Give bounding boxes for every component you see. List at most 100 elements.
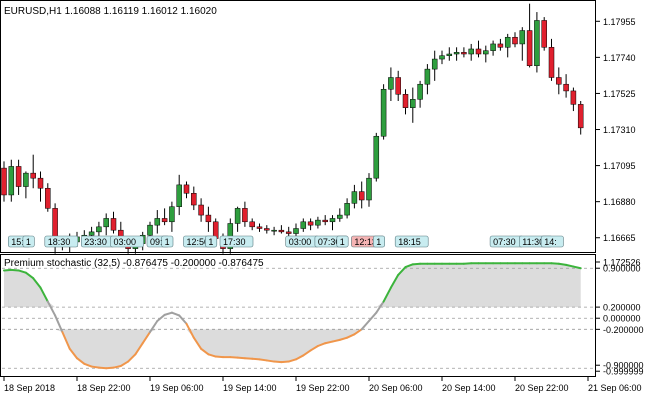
event-marker-label: 18:30 [48, 237, 71, 247]
candle-body [322, 219, 328, 223]
candle-body [497, 43, 504, 48]
candle [548, 38, 555, 81]
candle [30, 154, 36, 189]
candle-body [541, 20, 547, 48]
price-tick-label: 1.17740 [603, 53, 636, 63]
candle-body [176, 184, 182, 207]
oscillator-segment [258, 358, 268, 362]
candle [395, 70, 401, 101]
oscillator-segment [90, 365, 100, 369]
candle [264, 225, 270, 234]
oscillator-segment [127, 353, 137, 363]
event-marker: 1 [336, 235, 349, 248]
candle-body [446, 53, 453, 56]
price-tick-label: 1.16880 [603, 197, 636, 207]
oscillator-segment [61, 331, 71, 350]
oscillator-segment [280, 360, 290, 364]
candle [519, 27, 526, 61]
candle-body [285, 231, 292, 234]
event-marker-label: 1 [340, 237, 345, 247]
candle [15, 159, 22, 195]
oscillator-segment [236, 356, 246, 360]
candle [300, 218, 307, 232]
event-marker: 1 [372, 235, 385, 248]
candle-body [556, 77, 562, 85]
event-marker: 1 [161, 235, 174, 248]
candle-body [191, 193, 197, 206]
oscillator-segment [10, 268, 20, 272]
candle [373, 132, 380, 182]
candle [351, 184, 358, 209]
candle [577, 100, 584, 135]
event-marker-label: 12:13 [354, 237, 377, 247]
oscillator-segment [46, 300, 57, 317]
oscillator-segment [243, 357, 254, 360]
candle [468, 43, 474, 61]
oscillator-segment [550, 262, 560, 265]
event-marker-label: 1 [165, 237, 170, 247]
candle-body [278, 229, 285, 233]
candle [410, 87, 416, 123]
candle [534, 12, 540, 73]
candle-body [154, 218, 161, 226]
candle-body [468, 48, 474, 55]
event-marker-label: 07:30 [493, 237, 516, 247]
candle-body [96, 226, 102, 233]
candle-body [388, 77, 394, 90]
candle-body [504, 36, 511, 48]
oscillator-segment [97, 366, 108, 370]
candle [497, 38, 504, 51]
oscillator-segment [273, 360, 283, 364]
chart-frame [0, 0, 596, 377]
oscillator-segment [76, 357, 86, 365]
candle-body [526, 30, 533, 67]
event-marker-box [161, 235, 174, 248]
candle-body [366, 177, 372, 201]
oscillator-segment [360, 320, 370, 331]
event-marker-label: 14: [544, 237, 557, 247]
oscillator-segment [295, 354, 305, 361]
overbought-fill [2, 263, 594, 308]
oscillator-tick-label: 0.200000 [603, 303, 641, 313]
oscillator-tick-label: -0.999999 [603, 367, 644, 377]
oscillator-segment [331, 338, 341, 343]
candle [358, 181, 365, 209]
candle-body [300, 221, 307, 229]
price-tick-label: 1.17955 [603, 17, 636, 27]
price-tick-label: 1.17095 [603, 161, 636, 171]
candle-body [1, 167, 7, 196]
candle [424, 64, 431, 95]
candle [388, 67, 394, 101]
event-marker: 23:30 [81, 235, 115, 248]
candle-body [234, 208, 241, 224]
candle [103, 213, 109, 236]
candle-body [402, 94, 409, 108]
candle [570, 87, 577, 112]
event-markers: 15: 1 18:30 23:30 03:00 09: 1 12:50 1 17:30 03:00 0… [8, 235, 564, 248]
candle [271, 226, 277, 236]
candle-body [570, 90, 577, 105]
price-axis: 1.17955 1.17740 1.17525 1.17310 1.17095 1.168… [596, 17, 636, 243]
time-tick-label: 19 Sep 14:00 [223, 383, 277, 393]
candle [169, 201, 175, 232]
candle-body [205, 214, 212, 223]
oscillator-segment [207, 353, 217, 358]
oscillator-segment [105, 366, 115, 370]
main-header: EURUSD,H1 1.16088 1.16119 1.16012 1.1602… [4, 6, 217, 17]
candle [234, 206, 241, 232]
time-tick-label: 18 Sep 2018 [4, 383, 55, 393]
candle [45, 183, 51, 212]
oscillator-segment [316, 342, 327, 347]
oscillator-segment [462, 262, 473, 265]
oscillator-segment [338, 336, 349, 341]
candle [329, 215, 336, 231]
candle-body [147, 224, 153, 236]
event-marker-box [22, 235, 35, 248]
oscillator-segment [170, 311, 181, 317]
candle-body [198, 204, 204, 216]
oscillator-segment [324, 340, 334, 345]
candle-body [30, 172, 36, 179]
candle [205, 206, 212, 232]
candle-body [358, 191, 365, 201]
